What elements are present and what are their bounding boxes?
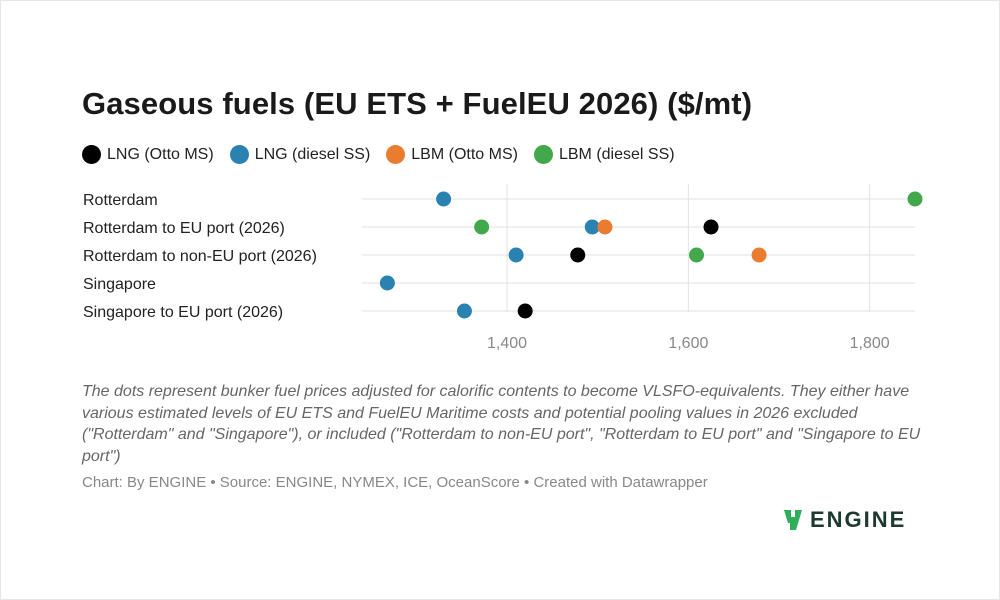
legend-label: LNG (Otto MS): [107, 145, 214, 163]
data-point: [597, 219, 613, 235]
data-point: [584, 219, 600, 235]
data-point: [436, 191, 452, 207]
x-tick-label: 1,600: [668, 335, 708, 352]
x-tick-label: 1,400: [487, 335, 527, 352]
legend-item-lbm-otto: LBM (Otto MS): [386, 145, 518, 164]
legend-label: LBM (Otto MS): [411, 145, 518, 163]
legend-swatch: [533, 145, 553, 164]
legend-item-lng-diesel: LNG (diesel SS): [229, 145, 371, 164]
category-label: Singapore to EU port (2026): [83, 304, 283, 321]
x-tick-label: 1,800: [850, 335, 890, 352]
legend-swatch: [229, 145, 249, 164]
legend-swatch: [82, 145, 101, 164]
category-label: Rotterdam: [83, 192, 158, 209]
legend-label: LNG (diesel SS): [254, 145, 371, 163]
data-point: [508, 247, 524, 263]
engine-logo: ENGINE: [782, 507, 906, 533]
dot-plot: Rotterdam Rotterdam to EU port (2026) Rott…: [83, 184, 923, 352]
legend-item-lng-otto: LNG (Otto MS): [82, 145, 214, 164]
legend-item-lbm-diesel: LBM (diesel SS): [533, 145, 675, 164]
data-point: [751, 247, 767, 263]
chart-source: Chart: By ENGINE • Source: ENGINE, NYMEX…: [82, 474, 708, 491]
data-point: [703, 219, 719, 235]
data-point: [570, 247, 586, 263]
data-point: [474, 219, 490, 235]
chart-note: The dots represent bunker fuel prices ad…: [82, 383, 921, 465]
category-label: Rotterdam to EU port (2026): [83, 220, 285, 237]
legend-swatch: [386, 145, 406, 164]
category-label: Rotterdam to non-EU port (2026): [83, 248, 317, 265]
data-point: [517, 303, 533, 319]
category-label: Singapore: [83, 276, 156, 293]
data-point: [456, 303, 472, 319]
legend-label: LBM (diesel SS): [558, 145, 675, 163]
data-point: [907, 191, 923, 207]
data-point: [379, 275, 395, 291]
engine-logo-text: ENGINE: [810, 507, 907, 532]
data-point: [689, 247, 705, 263]
engine-logo-icon: [784, 510, 802, 530]
legend: LNG (Otto MS) LNG (diesel SS) LBM (Otto …: [82, 145, 691, 164]
chart-title: Gaseous fuels (EU ETS + FuelEU 2026) ($/…: [82, 86, 753, 121]
